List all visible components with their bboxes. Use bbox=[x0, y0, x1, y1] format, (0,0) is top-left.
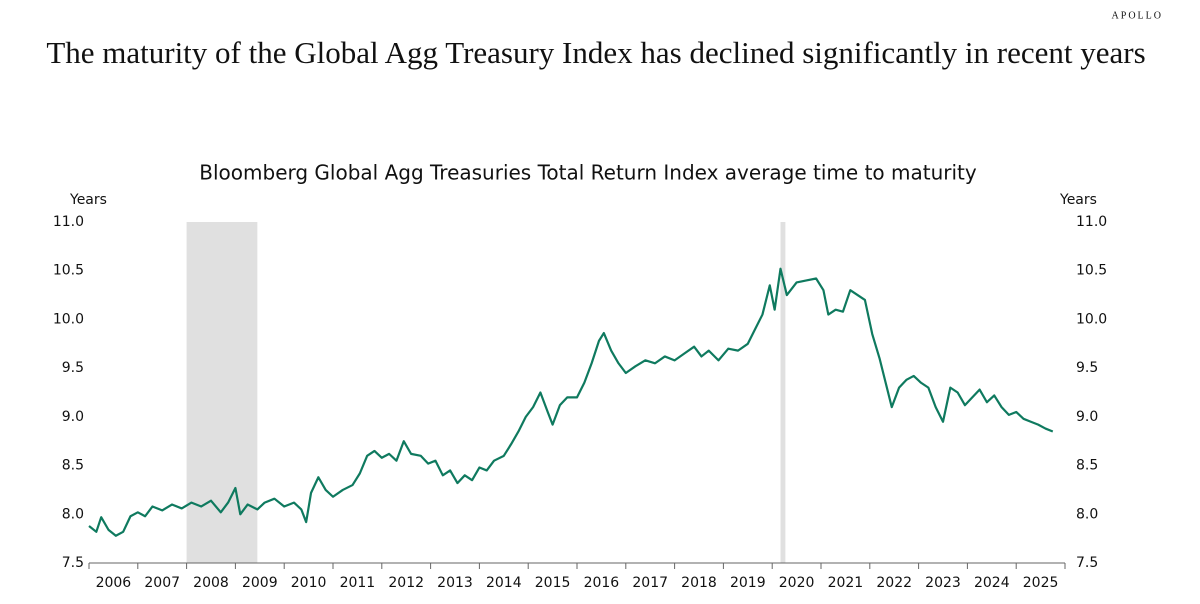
y2-tick-label: 9.0 bbox=[1076, 409, 1098, 425]
x-tick-label: 2015 bbox=[535, 575, 571, 591]
y2-axis-label: Years bbox=[1059, 192, 1097, 208]
x-tick-label: 2013 bbox=[437, 575, 473, 591]
chart-title: The maturity of the Global Agg Treasury … bbox=[46, 35, 1145, 70]
x-tick-label: 2012 bbox=[388, 575, 424, 591]
x-tick-label: 2010 bbox=[291, 575, 327, 591]
y2-tick-label: 10.0 bbox=[1076, 311, 1107, 327]
x-tick-label: 2016 bbox=[584, 575, 620, 591]
x-tick-label: 2006 bbox=[96, 575, 132, 591]
x-tick-label: 2021 bbox=[828, 575, 864, 591]
y-tick-label: 7.5 bbox=[62, 555, 84, 571]
x-tick-label: 2022 bbox=[876, 575, 912, 591]
x-tick-label: 2025 bbox=[1023, 575, 1059, 591]
x-tick-label: 2017 bbox=[632, 575, 668, 591]
chart-subtitle: Bloomberg Global Agg Treasuries Total Re… bbox=[199, 161, 977, 185]
y2-tick-label: 11.0 bbox=[1076, 214, 1107, 230]
x-tick-label: 2011 bbox=[340, 575, 376, 591]
x-tick-label: 2007 bbox=[144, 575, 180, 591]
y2-tick-label: 8.5 bbox=[1076, 458, 1098, 474]
y-tick-label: 11.0 bbox=[53, 214, 84, 230]
shaded-period bbox=[780, 222, 786, 563]
y2-tick-label: 9.5 bbox=[1076, 360, 1098, 376]
y-tick-label: 9.0 bbox=[62, 409, 84, 425]
x-tick-label: 2018 bbox=[681, 575, 717, 591]
data-line bbox=[88, 267, 1054, 537]
y-tick-label: 9.5 bbox=[62, 360, 84, 376]
x-tick-label: 2024 bbox=[974, 575, 1010, 591]
x-tick-label: 2008 bbox=[193, 575, 229, 591]
x-tick-label: 2014 bbox=[486, 575, 522, 591]
y-axis-label: Years bbox=[69, 192, 107, 208]
y-tick-label: 10.5 bbox=[53, 263, 84, 279]
x-tick-label: 2023 bbox=[925, 575, 961, 591]
y2-tick-label: 7.5 bbox=[1076, 555, 1098, 571]
y-tick-label: 8.5 bbox=[62, 458, 84, 474]
y2-tick-label: 10.5 bbox=[1076, 263, 1107, 279]
y2-tick-label: 8.0 bbox=[1076, 506, 1098, 522]
brand: APOLLO bbox=[1112, 10, 1163, 21]
x-tick-label: 2009 bbox=[242, 575, 278, 591]
x-tick-label: 2019 bbox=[730, 575, 766, 591]
y-tick-label: 10.0 bbox=[53, 311, 84, 327]
y-tick-label: 8.0 bbox=[62, 506, 84, 522]
x-tick-label: 2020 bbox=[779, 575, 815, 591]
